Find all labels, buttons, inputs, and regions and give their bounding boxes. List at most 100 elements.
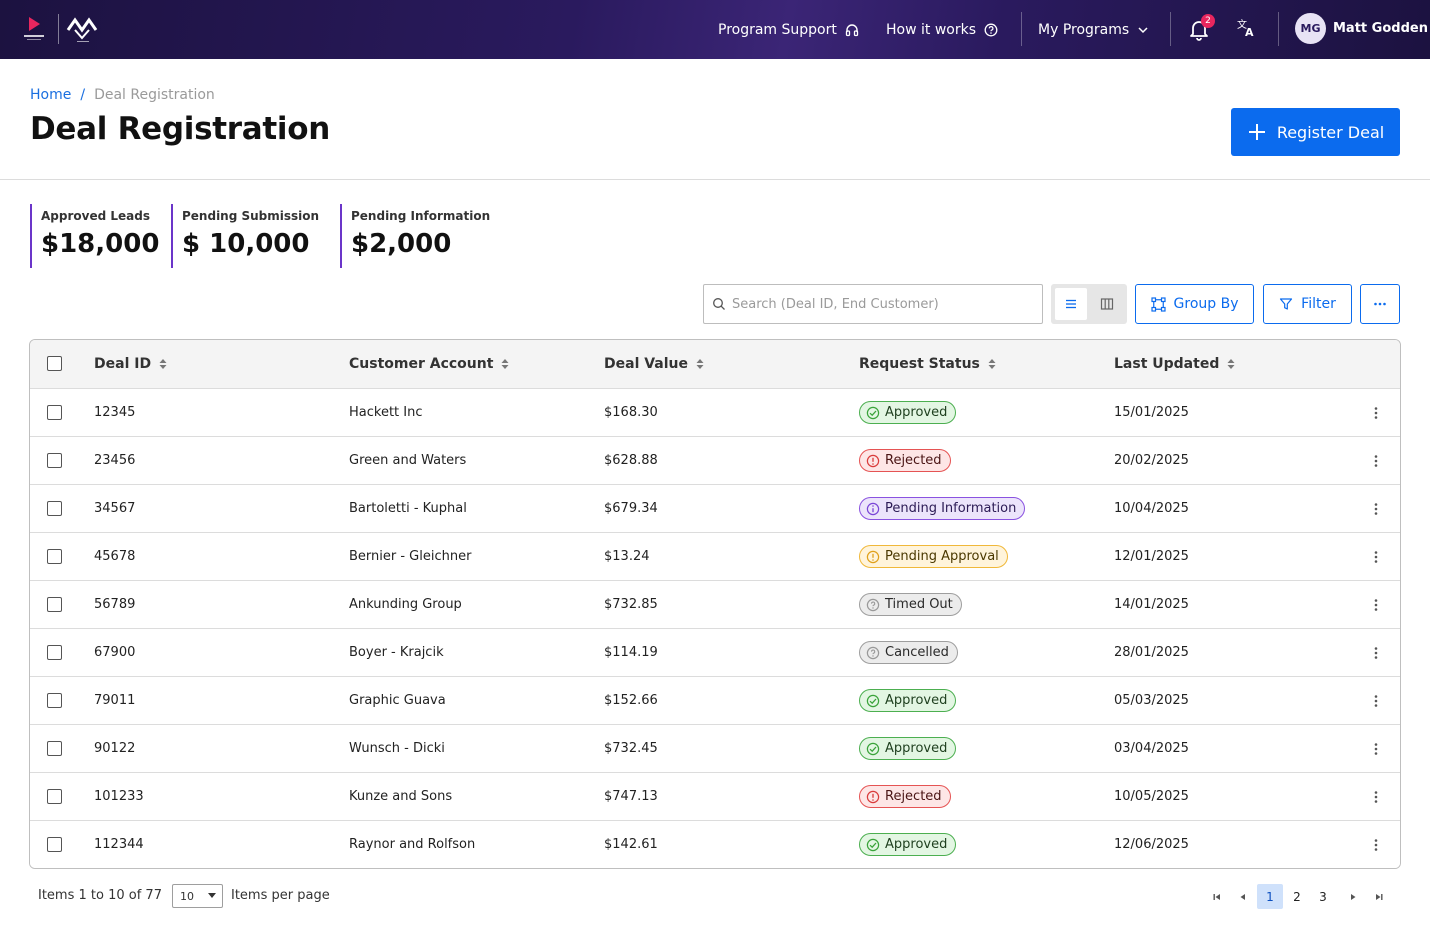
request-status-cell: Cancelled [859, 629, 958, 676]
deal-id-cell: 112344 [94, 837, 144, 852]
page-button-1[interactable]: 1 [1257, 884, 1283, 909]
column-header-request-status[interactable]: Request Status [859, 340, 996, 388]
table-row[interactable]: 34567 Bartoletti - Kuphal $679.34 Pending I… [30, 484, 1400, 532]
status-badge: Rejected [859, 785, 951, 808]
group-by-button[interactable]: Group By [1135, 284, 1254, 324]
row-checkbox[interactable] [47, 453, 62, 468]
row-checkbox[interactable] [47, 837, 62, 852]
row-checkbox[interactable] [47, 645, 62, 660]
table-header: Deal ID Customer Account Deal Value Requ… [30, 340, 1400, 388]
list-view-button[interactable] [1055, 288, 1087, 320]
row-actions-button[interactable] [1366, 677, 1386, 724]
translate-icon[interactable]: 文 A [1235, 17, 1257, 39]
deal-id-cell: 34567 [94, 501, 136, 516]
status-badge-label: Pending Approval [885, 549, 999, 564]
row-actions-button[interactable] [1366, 437, 1386, 484]
nav-my-programs-dropdown[interactable]: My Programs [1038, 0, 1149, 59]
row-checkbox[interactable] [47, 501, 62, 516]
row-actions-button[interactable] [1366, 485, 1386, 532]
check-circle-icon [866, 742, 880, 755]
nav-separator [1278, 12, 1279, 46]
column-header-last-updated[interactable]: Last Updated [1114, 340, 1235, 388]
partner-logo-icon[interactable] [66, 14, 100, 44]
row-actions-button[interactable] [1366, 821, 1386, 868]
group-by-icon [1150, 296, 1166, 312]
previous-page-button[interactable] [1234, 884, 1252, 909]
table-row[interactable]: 90122 Wunsch - Dicki $732.45 Approved 03/04/… [30, 724, 1400, 772]
row-actions-button[interactable] [1366, 581, 1386, 628]
customer-account-cell: Wunsch - Dicki [349, 741, 445, 756]
last-updated-cell: 10/05/2025 [1114, 789, 1189, 804]
first-page-icon [1213, 893, 1220, 900]
more-vertical-icon [1374, 502, 1378, 515]
page-button-2[interactable]: 2 [1293, 889, 1301, 904]
row-actions-button[interactable] [1366, 389, 1386, 436]
items-per-page-select[interactable]: 10 [172, 884, 223, 908]
user-avatar[interactable]: MG [1295, 13, 1326, 44]
page-button-3[interactable]: 3 [1319, 889, 1327, 904]
row-actions-button[interactable] [1366, 725, 1386, 772]
nav-how-it-works[interactable]: How it works [886, 0, 998, 59]
brand-logo-icon[interactable] [22, 14, 46, 44]
user-name[interactable]: Matt Godden [1333, 21, 1428, 36]
customer-account-cell: Boyer - Krajcik [349, 645, 444, 660]
row-checkbox[interactable] [47, 789, 62, 804]
column-header-deal-id[interactable]: Deal ID [94, 340, 167, 388]
row-checkbox[interactable] [47, 741, 62, 756]
more-horizontal-icon [1374, 302, 1386, 306]
row-checkbox[interactable] [47, 693, 62, 708]
deal-value-cell: $732.85 [604, 597, 658, 612]
stat-pending-information: Pending Information $2,000 [340, 204, 490, 268]
last-updated-cell: 20/02/2025 [1114, 453, 1189, 468]
row-actions-button[interactable] [1366, 533, 1386, 580]
row-actions-button[interactable] [1366, 773, 1386, 820]
deal-id-cell: 79011 [94, 693, 136, 708]
help-circle-icon [984, 23, 998, 36]
status-badge: Approved [859, 689, 957, 712]
first-page-button[interactable] [1208, 884, 1226, 909]
help-circle-icon [866, 598, 880, 611]
next-page-button[interactable] [1344, 884, 1362, 909]
row-checkbox[interactable] [47, 405, 62, 420]
last-updated-cell: 10/04/2025 [1114, 501, 1189, 516]
table-row[interactable]: 79011 Graphic Guava $152.66 Approved 05/03/2… [30, 676, 1400, 724]
table-row[interactable]: 112344 Raynor and Rolfson $142.61 Approved 1… [30, 820, 1400, 868]
chevron-right-icon [1351, 893, 1356, 900]
table-row[interactable]: 45678 Bernier - Gleichner $13.24 Pending Ap… [30, 532, 1400, 580]
customer-account-cell: Bartoletti - Kuphal [349, 501, 467, 516]
column-header-deal-value[interactable]: Deal Value [604, 340, 704, 388]
table-row[interactable]: 67900 Boyer - Krajcik $114.19 Cancelled 28/0… [30, 628, 1400, 676]
table-row[interactable]: 23456 Green and Waters $628.88 Rejected 20/0… [30, 436, 1400, 484]
register-deal-button[interactable]: Register Deal [1231, 108, 1400, 156]
table-row[interactable]: 56789 Ankunding Group $732.85 Timed Out 14/0… [30, 580, 1400, 628]
column-header-customer-account[interactable]: Customer Account [349, 340, 509, 388]
breadcrumb-home-link[interactable]: Home [30, 87, 72, 103]
stat-label: Approved Leads [41, 209, 150, 223]
help-circle-icon [866, 646, 880, 659]
alert-circle-icon [866, 790, 880, 803]
row-checkbox[interactable] [47, 597, 62, 612]
nav-how-it-works-label: How it works [886, 21, 976, 38]
plus-icon [1248, 124, 1265, 140]
nav-program-support[interactable]: Program Support [718, 0, 859, 59]
search-input[interactable] [732, 296, 1032, 312]
status-badge-label: Timed Out [885, 597, 953, 612]
status-badge-label: Approved [885, 837, 948, 852]
table-row[interactable]: 12345 Hackett Inc $168.30 Approved 15/01/202… [30, 388, 1400, 436]
more-options-button[interactable] [1360, 284, 1400, 324]
columns-icon [1100, 298, 1114, 310]
filter-button[interactable]: Filter [1263, 284, 1352, 324]
row-actions-button[interactable] [1366, 629, 1386, 676]
last-page-icon [1376, 893, 1383, 900]
select-all-checkbox[interactable] [47, 356, 62, 371]
table-row[interactable]: 101233 Kunze and Sons $747.13 Rejected 10/05… [30, 772, 1400, 820]
request-status-cell: Approved [859, 389, 957, 436]
column-view-button[interactable] [1091, 288, 1123, 320]
row-checkbox[interactable] [47, 549, 62, 564]
nav-separator [1170, 12, 1171, 46]
page-title: Deal Registration [30, 111, 330, 147]
last-page-button[interactable] [1370, 884, 1388, 909]
last-updated-cell: 05/03/2025 [1114, 693, 1189, 708]
request-status-cell: Approved [859, 677, 957, 724]
breadcrumb-current: Deal Registration [94, 87, 215, 103]
